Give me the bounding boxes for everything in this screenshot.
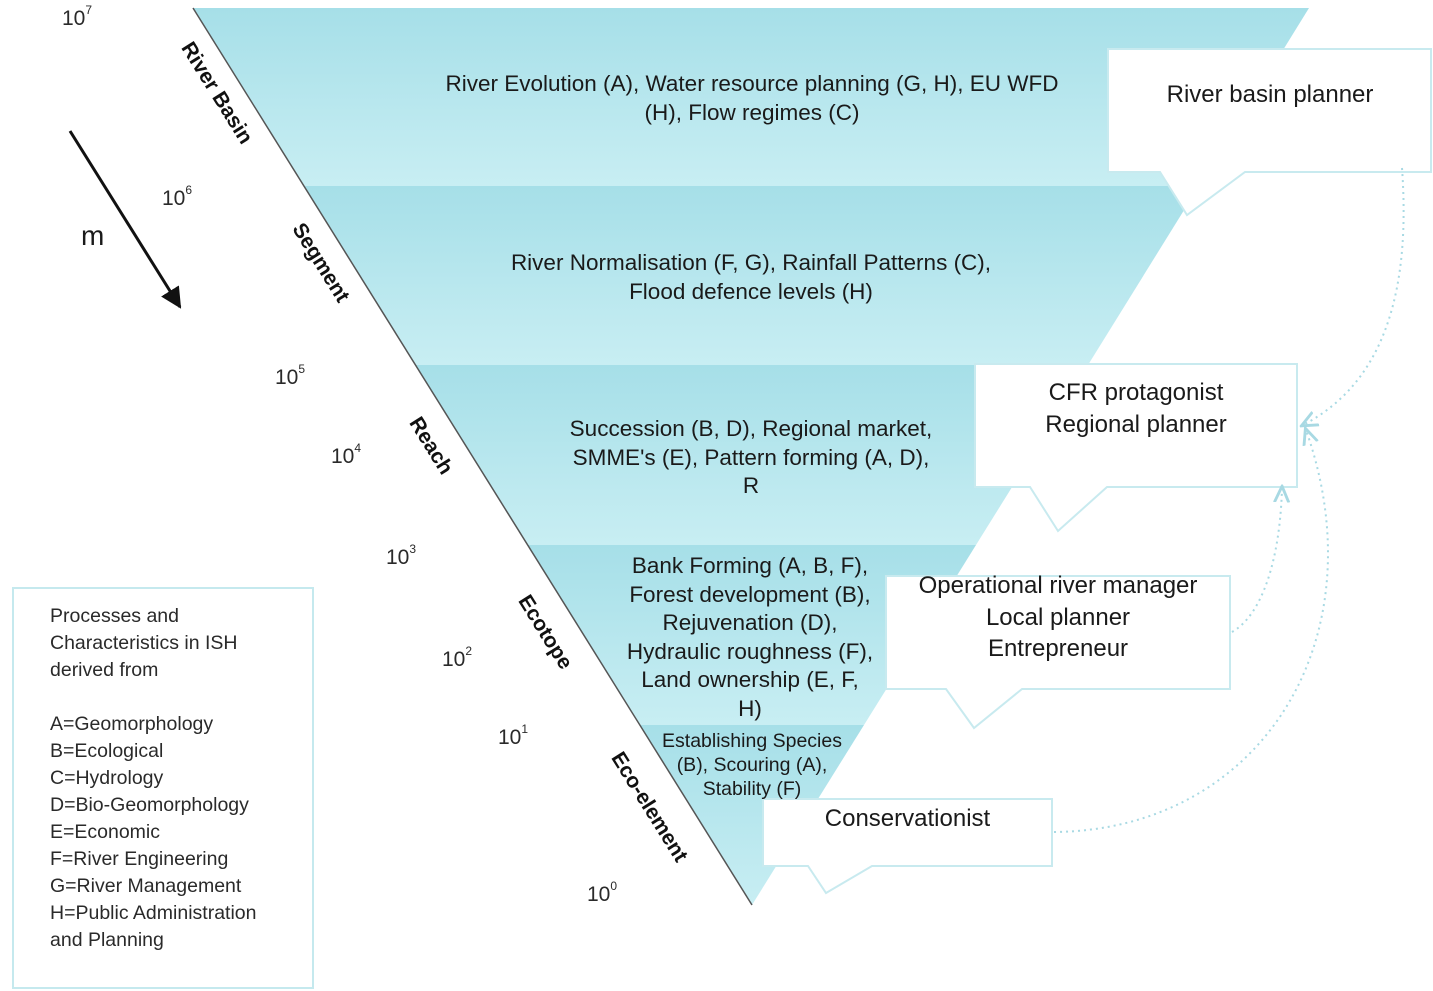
role-operational-manager: Operational river manager Local planner … [918, 572, 1198, 662]
band-river-basin [193, 8, 1309, 186]
band-reach [415, 365, 1088, 545]
scale-tick-10e3: 103 [386, 542, 417, 569]
callout-cfr-protagonist [974, 363, 1298, 533]
band-text-segment: River Normalisation (F, G), Rainfall Pat… [510, 250, 992, 304]
band-ecotope [527, 545, 976, 725]
callout-operational-manager [885, 575, 1231, 730]
legend-entry: E=Economic [50, 821, 161, 843]
band-text-eco-element: Establishing Species (B), Scouring (A), … [662, 730, 842, 800]
legend-entry: H=Public Administration [50, 902, 257, 924]
band-segment [304, 186, 1199, 365]
legend-text: Processes and Characteristics in ISH der… [50, 603, 256, 954]
callout-conservationist [762, 798, 1053, 895]
legend-box: Processes and Characteristics in ISH der… [12, 587, 314, 989]
role-river-basin-planner: River basin planner [1166, 81, 1374, 108]
band-eco-element [640, 725, 864, 905]
legend-entry: G=River Management [50, 875, 242, 897]
legend-entry: F=River Engineering [50, 848, 229, 870]
legend-heading-line: derived from [50, 659, 159, 681]
triangle-left-edge [192, 7, 753, 906]
scale-tick-10e2: 102 [442, 644, 473, 671]
dotted-arrow-manager-to-cfr [1231, 488, 1282, 633]
dotted-arrow-basin-to-cfr [1303, 167, 1405, 425]
legend-heading-line: Characteristics in ISH [50, 632, 238, 654]
role-cfr-protagonist: CFR protagonist Regional planner [1045, 379, 1227, 438]
band-text-ecotope: Bank Forming (A, B, F), Forest developme… [626, 553, 874, 721]
band-text-reach: Succession (B, D), Regional market, SMME… [569, 416, 933, 498]
scale-tick-10e5: 105 [275, 362, 306, 389]
legend-entry: and Planning [50, 929, 164, 951]
scale-tick-10e1: 101 [498, 722, 529, 749]
scale-tick-10e7: 107 [62, 3, 93, 30]
scale-tick-10e0: 100 [587, 879, 618, 906]
legend-heading-line: Processes and [50, 605, 179, 627]
legend-entry: B=Ecological [50, 740, 164, 762]
band-text-river-basin: River Evolution (A), Water resource plan… [445, 71, 1059, 125]
legend-entry: A=Geomorphology [50, 713, 214, 735]
legend-entry: D=Bio-Geomorphology [50, 794, 249, 816]
role-conservationist: Conservationist [824, 805, 991, 832]
scale-arrow [68, 130, 182, 309]
scale-tick-10e4: 104 [331, 441, 362, 468]
scale-tick-10e6: 106 [162, 183, 193, 210]
scale-unit-label: m [81, 220, 105, 251]
legend-entry: C=Hydrology [50, 767, 164, 789]
callout-river-basin-planner [1107, 48, 1432, 217]
